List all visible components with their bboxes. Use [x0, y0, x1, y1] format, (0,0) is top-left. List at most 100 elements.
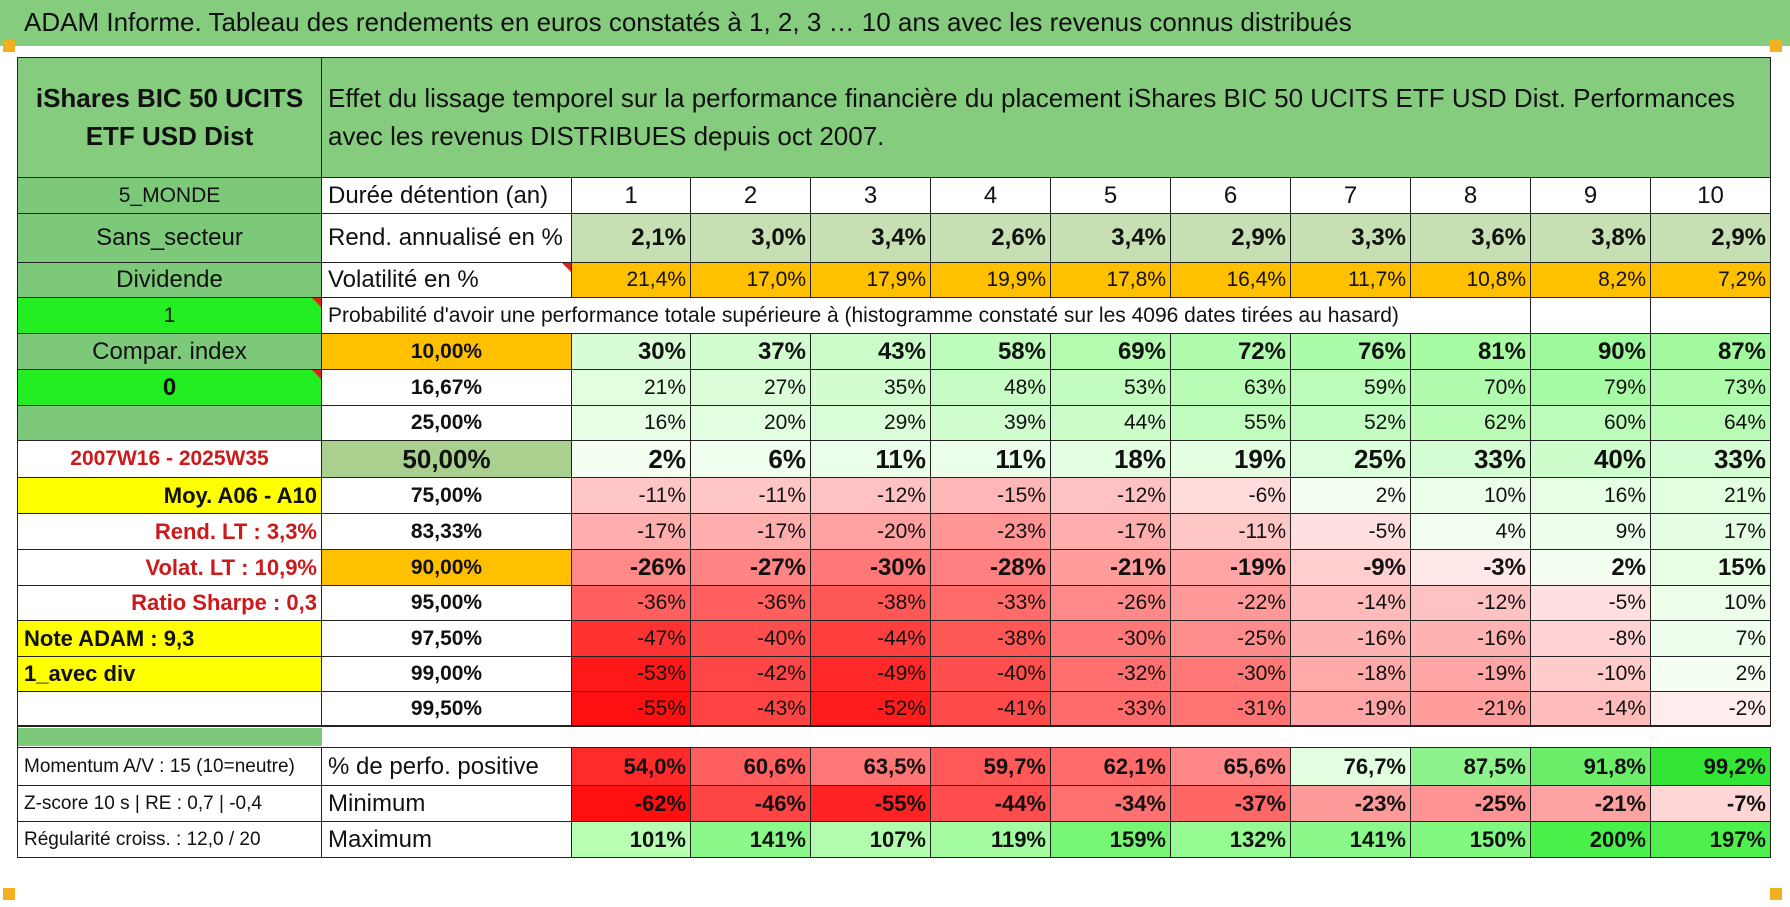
sector-label: Sans_secteur	[18, 214, 322, 263]
side-label: 0	[18, 370, 322, 406]
probability-value: 2%	[572, 441, 691, 478]
probability-value: -26%	[572, 550, 691, 586]
comment-marker	[312, 298, 321, 307]
probability-value: -25%	[1171, 621, 1291, 657]
year-header: 8	[1411, 178, 1531, 214]
corner-marker	[1770, 888, 1782, 900]
rend-label: Rend. annualisé en %	[322, 214, 572, 263]
probability-value: -15%	[931, 478, 1051, 514]
probability-value: -49%	[811, 657, 931, 692]
year-header: 2	[691, 178, 811, 214]
probability-value: 2%	[1531, 550, 1651, 586]
probability-value: -28%	[931, 550, 1051, 586]
side-label	[18, 692, 322, 726]
probability-value: 35%	[811, 370, 931, 406]
metric-value: 200%	[1531, 822, 1651, 858]
probability-value: 40%	[1531, 441, 1651, 478]
probability-value: -17%	[1051, 514, 1171, 550]
metric-value: -44%	[931, 786, 1051, 822]
probability-value: 81%	[1411, 334, 1531, 370]
vol-value: 10,8%	[1411, 263, 1531, 298]
probability-value: 2%	[1291, 478, 1411, 514]
probability-value: 58%	[931, 334, 1051, 370]
metric-value: -23%	[1291, 786, 1411, 822]
probability-value: 15%	[1651, 550, 1771, 586]
probability-value: 62%	[1411, 406, 1531, 441]
probability-value: -11%	[572, 478, 691, 514]
probability-value: 44%	[1051, 406, 1171, 441]
metric-value: 87,5%	[1411, 748, 1531, 786]
threshold-value: 95,00%	[322, 586, 572, 621]
side-label: Rend. LT : 3,3%	[18, 514, 322, 550]
probability-value: 18%	[1051, 441, 1171, 478]
probability-value: 6%	[691, 441, 811, 478]
metric-value: 150%	[1411, 822, 1531, 858]
vol-value: 17,0%	[691, 263, 811, 298]
metric-value: 59,7%	[931, 748, 1051, 786]
threshold-value: 75,00%	[322, 478, 572, 514]
probability-value: -38%	[931, 621, 1051, 657]
probability-value: -33%	[1051, 692, 1171, 726]
threshold-value: 16,67%	[322, 370, 572, 406]
probability-value: 33%	[1651, 441, 1771, 478]
threshold-value: 90,00%	[322, 550, 572, 586]
metric-value: 99,2%	[1651, 748, 1771, 786]
metric-value: 60,6%	[691, 748, 811, 786]
probability-value: -36%	[572, 586, 691, 621]
performance-table: iShares BIC 50 UCITS ETF USD Dist Effet d…	[17, 57, 1771, 889]
probability-value: -14%	[1531, 692, 1651, 726]
probability-value: 87%	[1651, 334, 1771, 370]
metric-value: 141%	[691, 822, 811, 858]
metric-value: 107%	[811, 822, 931, 858]
probability-value: -36%	[691, 586, 811, 621]
vol-value: 11,7%	[1291, 263, 1411, 298]
probability-value: -19%	[1171, 550, 1291, 586]
probability-value: 27%	[691, 370, 811, 406]
metric-value: 54,0%	[572, 748, 691, 786]
vol-value: 8,2%	[1531, 263, 1651, 298]
type-label: Dividende	[18, 263, 322, 298]
rend-value: 2,6%	[931, 214, 1051, 263]
year-header: 7	[1291, 178, 1411, 214]
metric-value: 159%	[1051, 822, 1171, 858]
metric-value: 101%	[572, 822, 691, 858]
probability-value: -9%	[1291, 550, 1411, 586]
probability-value: 63%	[1171, 370, 1291, 406]
probability-value: -16%	[1411, 621, 1531, 657]
probability-value: 2%	[1651, 657, 1771, 692]
metric-value: 76,7%	[1291, 748, 1411, 786]
corner-marker	[3, 888, 15, 900]
metric-value: 65,6%	[1171, 748, 1291, 786]
probability-value: 11%	[811, 441, 931, 478]
probability-value: 76%	[1291, 334, 1411, 370]
probability-value: 17%	[1651, 514, 1771, 550]
probability-value: -5%	[1531, 586, 1651, 621]
vol-value: 17,9%	[811, 263, 931, 298]
probability-value: -33%	[931, 586, 1051, 621]
rend-value: 2,9%	[1651, 214, 1771, 263]
probability-value: 64%	[1651, 406, 1771, 441]
probability-value: -12%	[1051, 478, 1171, 514]
probability-value: 52%	[1291, 406, 1411, 441]
probability-value: 33%	[1411, 441, 1531, 478]
metric-label: Maximum	[322, 822, 572, 858]
spacer-green	[18, 728, 322, 746]
probability-value: -6%	[1171, 478, 1291, 514]
spacer-cover	[18, 726, 1771, 727]
empty-cell	[1531, 298, 1651, 334]
spacer-line	[18, 747, 1771, 748]
empty-cell	[1651, 298, 1771, 334]
page-title: ADAM Informe. Tableau des rendements en …	[24, 7, 1352, 37]
probability-value: -8%	[1531, 621, 1651, 657]
probability-value: -16%	[1291, 621, 1411, 657]
corner-marker	[3, 40, 15, 52]
metric-value: -25%	[1411, 786, 1531, 822]
probability-value: -41%	[931, 692, 1051, 726]
metric-label: Minimum	[322, 786, 572, 822]
metric-value: -37%	[1171, 786, 1291, 822]
probability-value: 90%	[1531, 334, 1651, 370]
metric-value: 91,8%	[1531, 748, 1651, 786]
metric-value: -7%	[1651, 786, 1771, 822]
probability-value: 16%	[572, 406, 691, 441]
probability-value: -11%	[1171, 514, 1291, 550]
